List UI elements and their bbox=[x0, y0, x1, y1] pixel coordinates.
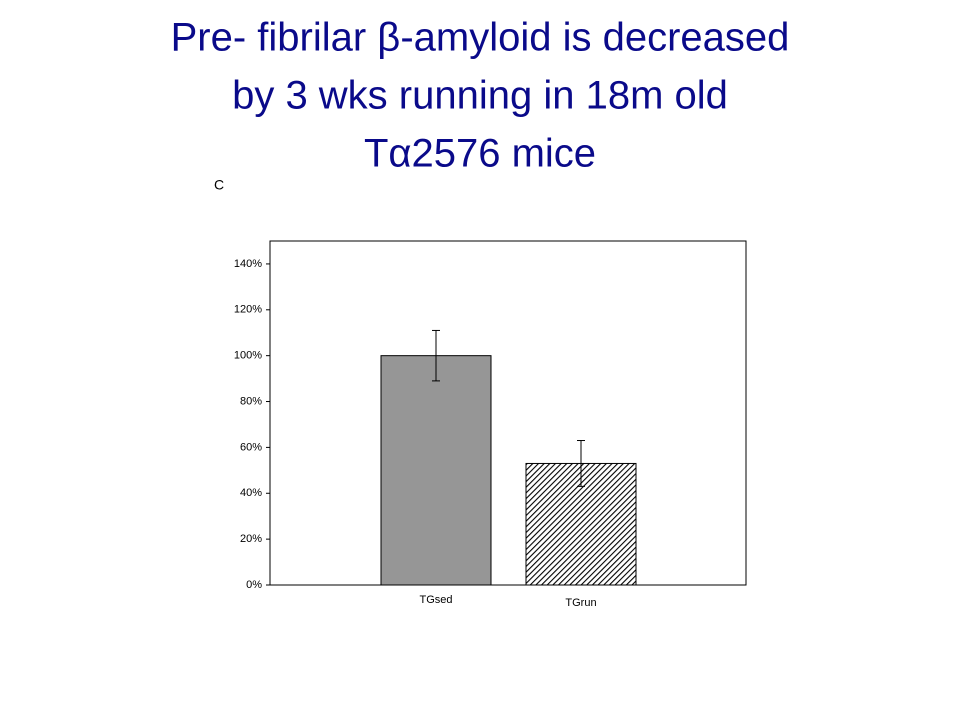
title-line: by 3 wks running in 18m old bbox=[232, 74, 728, 118]
plot-frame bbox=[269, 240, 747, 586]
bar bbox=[380, 355, 492, 586]
title-line: Pre- fibrilar β-amyloid is decreased bbox=[171, 16, 790, 60]
y-tick-label: 80% bbox=[240, 395, 262, 407]
y-tick-label: 20% bbox=[240, 533, 262, 545]
panel-label: C bbox=[214, 177, 224, 193]
y-tick-label: 140% bbox=[234, 258, 262, 270]
y-tick-label: 60% bbox=[240, 441, 262, 453]
y-tick-label: 0% bbox=[246, 579, 262, 591]
y-tick-label: 40% bbox=[240, 487, 262, 499]
x-tick-label: TGrun bbox=[565, 597, 596, 609]
y-tick-label: 120% bbox=[234, 304, 262, 316]
x-tick-label: TGsed bbox=[419, 594, 452, 606]
title-line: Tα2576 mice bbox=[364, 132, 596, 176]
y-tick-label: 100% bbox=[234, 350, 262, 362]
